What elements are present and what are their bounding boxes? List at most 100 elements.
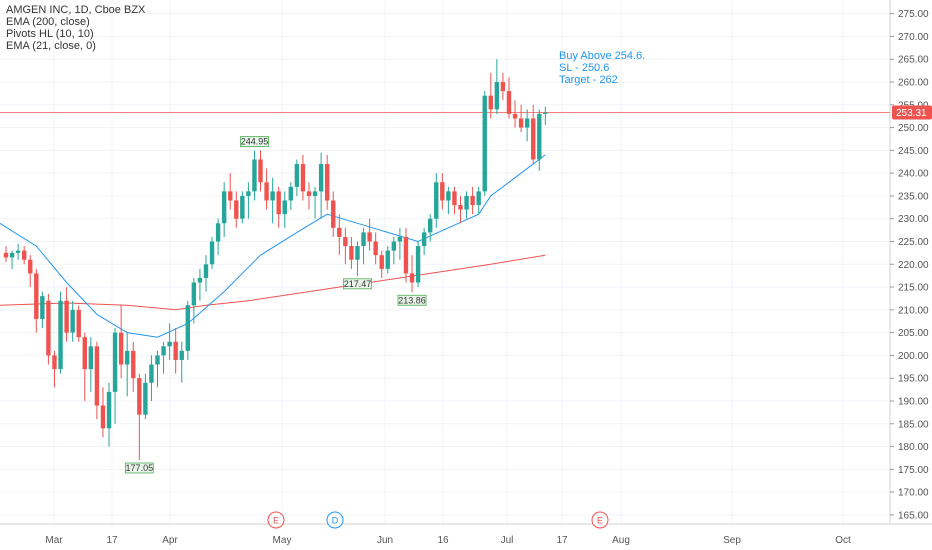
price-tick-label: 270.00: [898, 32, 929, 43]
candle-body: [240, 195, 245, 219]
candle-body: [506, 91, 512, 114]
candle-body: [349, 246, 354, 260]
trade-annotation[interactable]: Buy Above 254.6. SL - 250.6 Target - 262: [559, 50, 645, 86]
candle-body: [252, 159, 257, 192]
time-tick-label: Apr: [162, 535, 178, 546]
last-price-value: 253.31: [896, 108, 927, 119]
event-circle: [326, 511, 344, 529]
symbol-title[interactable]: AMGEN INC, 1D, Cboe BZX: [6, 4, 146, 16]
price-tick-label: 210.00: [898, 305, 929, 316]
price-tick-label: 220.00: [898, 260, 929, 271]
candle-body: [403, 236, 409, 274]
candle-body: [446, 191, 451, 201]
candle-body: [52, 355, 57, 370]
candle-body: [373, 241, 378, 256]
candle-body: [531, 118, 536, 160]
candle-body: [288, 186, 294, 201]
study-ema-21[interactable]: EMA (21, close, 0): [6, 40, 96, 52]
time-tick-label: Jun: [377, 535, 393, 546]
pivot-label-bg: [240, 136, 269, 147]
price-tick-label: 230.00: [898, 214, 929, 225]
candle-body: [409, 273, 415, 283]
candle-body: [15, 250, 21, 253]
candle-body: [379, 255, 384, 269]
candle-body: [94, 346, 100, 406]
time-axis[interactable]: Mar 17 Apr May Jun 16 Jul 17 Aug Sep Oct: [45, 535, 851, 546]
time-tick-label: Aug: [612, 535, 630, 546]
candle-body: [494, 82, 500, 110]
candle-body: [282, 200, 287, 215]
candle-body: [343, 236, 348, 247]
candle-body: [106, 391, 112, 429]
earnings-marker[interactable]: E: [267, 511, 285, 529]
candle-body: [434, 182, 439, 219]
candle-body: [312, 191, 318, 196]
candle-body: [367, 232, 372, 242]
candle-body: [203, 264, 209, 278]
candle-body: [221, 191, 227, 224]
candle-body: [34, 273, 39, 319]
candle-body: [88, 346, 94, 370]
price-tick-label: 250.00: [898, 123, 929, 134]
candle-body: [179, 350, 184, 360]
candle-body: [264, 182, 269, 201]
annotation-target-line: Target - 262: [559, 74, 618, 86]
candle-body: [100, 405, 106, 429]
candle-body: [361, 232, 366, 247]
candle-body: [458, 205, 463, 210]
candle-body: [391, 241, 397, 251]
pivot-label-text: 177.05: [126, 463, 154, 473]
earnings-marker[interactable]: E: [591, 511, 609, 529]
candle-body: [294, 164, 300, 187]
time-tick-label: 16: [437, 535, 449, 546]
price-tick-label: 240.00: [898, 169, 929, 180]
pivot-label: 213.86: [397, 294, 427, 306]
price-tick-label: 265.00: [898, 55, 929, 66]
candle-body: [415, 246, 421, 283]
candle-body: [355, 246, 360, 260]
candle-body: [512, 113, 518, 119]
candle-body: [306, 191, 312, 196]
candle-body: [185, 305, 190, 351]
pivot-label: 177.05: [124, 462, 154, 474]
candle-body: [112, 332, 118, 392]
ema-200-line: [0, 254, 546, 311]
study-ema-200[interactable]: EMA (200, close): [6, 16, 90, 28]
candle-body: [482, 95, 487, 192]
legend: AMGEN INC, 1D, Cboe BZX EMA (200, close)…: [6, 4, 145, 52]
candle-body: [337, 227, 342, 237]
time-tick-label: 17: [556, 535, 568, 546]
pivot-label: 244.95: [240, 136, 269, 147]
candle-body: [76, 309, 81, 338]
candle-body: [40, 296, 45, 319]
candle-body: [191, 282, 197, 306]
candle-body: [452, 191, 457, 206]
event-circle: [591, 511, 609, 529]
time-tick-label: Sep: [723, 535, 741, 546]
price-tick-label: 245.00: [898, 146, 929, 157]
price-tick-label: 235.00: [898, 191, 929, 202]
candle-body: [209, 241, 215, 265]
candle-body: [324, 164, 330, 201]
study-pivots-hl[interactable]: Pivots HL (10, 10): [6, 28, 94, 40]
candle-body: [28, 259, 33, 274]
time-tick-label: May: [273, 535, 292, 546]
candle-body: [58, 300, 63, 370]
candle-body: [70, 309, 75, 333]
candle-body: [46, 300, 51, 356]
candle-body: [470, 195, 475, 206]
candle-body: [64, 300, 69, 333]
candle-body: [421, 232, 427, 247]
price-tick-label: 205.00: [898, 328, 929, 339]
candle-body: [9, 252, 15, 258]
candle-body: [524, 118, 530, 128]
price-tick-label: 215.00: [898, 283, 929, 294]
candle-body: [464, 195, 469, 210]
time-tick-label: Oct: [835, 535, 851, 546]
dividend-marker[interactable]: D: [326, 511, 344, 529]
candle-body: [537, 113, 542, 160]
candle-body: [143, 382, 148, 415]
